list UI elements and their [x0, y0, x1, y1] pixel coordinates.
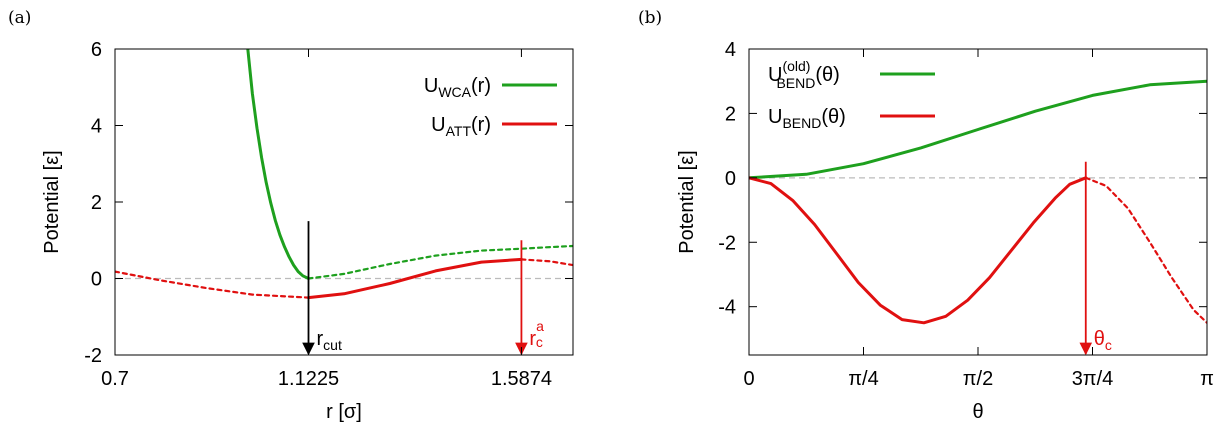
- annotation-label-1: ra c: [529, 318, 544, 350]
- annotation-label-0: rcut: [317, 328, 342, 353]
- series-line-4: [520, 258, 573, 267]
- series-line-2: [1084, 176, 1207, 324]
- y-tick-label: 2: [725, 103, 736, 125]
- x-axis-title: θ: [972, 401, 983, 423]
- series-group: [115, 49, 573, 300]
- plot-frame: [748, 48, 1208, 356]
- x-tick-label: 1.5874: [491, 368, 552, 390]
- y-tick-label: 0: [91, 269, 102, 291]
- chart-panel-a: rcut ra c 0.7 1.1225 1.5874 -2 0 2 4 6 r [σ] Potenti…: [41, 39, 574, 423]
- y-axis-title: Potential [ε]: [41, 150, 63, 253]
- legend-entry-0: UWCA(r): [424, 75, 557, 100]
- x-tick-label: 1.1225: [278, 368, 339, 390]
- x-tick-label: π/4: [848, 368, 878, 390]
- legend-label: UATT(r): [431, 114, 491, 139]
- series-line-2: [115, 270, 310, 299]
- y-tick-label: 4: [725, 39, 736, 61]
- chart-panel-b: θc 0 π/4 π/2 3π/4 π -4 -2 0 2 4 θ Potential [ε] U(old…: [676, 39, 1214, 423]
- legend-entry-1: UBEND(θ): [768, 106, 935, 131]
- legend-label: UWCA(r): [424, 75, 491, 100]
- series-group: [749, 79, 1207, 325]
- x-tick-label: π/2: [963, 368, 993, 390]
- series-line-0: [246, 49, 310, 280]
- legend-label: UBEND(θ): [768, 106, 846, 131]
- x-tick-label: π: [1200, 368, 1214, 390]
- plot-frame: [114, 48, 574, 356]
- series-line-0: [749, 79, 1207, 180]
- x-tick-label: 3π/4: [1072, 368, 1114, 390]
- y-tick-label: 6: [91, 39, 102, 61]
- series-line-1: [749, 176, 1088, 325]
- x-tick-label: 0: [743, 368, 754, 390]
- panel-label-a: (a): [8, 8, 31, 28]
- legend-entry-0: U(old) BEND(θ): [768, 58, 935, 91]
- x-axis-title: r [σ]: [326, 401, 362, 423]
- y-tick-label: 4: [91, 116, 102, 138]
- legend-entry-1: UATT(r): [431, 114, 557, 139]
- y-tick-label: 2: [91, 192, 102, 214]
- annotation-label-0: θc: [1094, 328, 1112, 353]
- series-line-3: [307, 257, 523, 300]
- series-line-1: [307, 244, 573, 280]
- y-tick-label: -2: [84, 345, 102, 367]
- legend-label: U(old) BEND(θ): [768, 58, 840, 91]
- panel-label-b: (b): [638, 8, 662, 28]
- y-tick-label: -4: [718, 297, 736, 319]
- y-tick-label: -2: [718, 232, 736, 254]
- x-tick-label: 0.7: [101, 368, 129, 390]
- y-axis-title: Potential [ε]: [676, 150, 698, 253]
- y-tick-label: 0: [725, 168, 736, 190]
